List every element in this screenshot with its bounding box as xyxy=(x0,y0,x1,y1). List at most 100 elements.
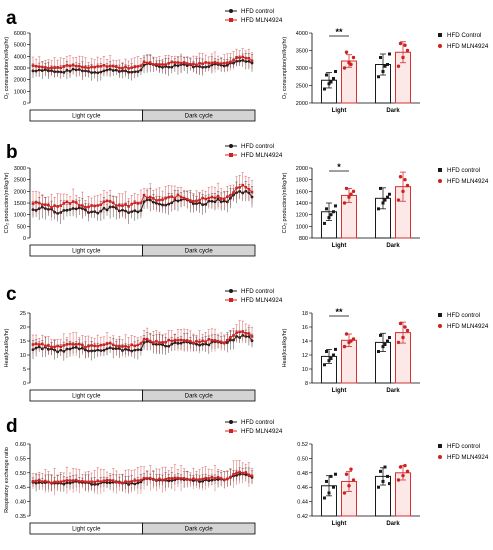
data-point xyxy=(136,210,140,214)
data-point xyxy=(229,60,232,64)
data-point xyxy=(50,206,53,209)
data-point xyxy=(379,56,382,59)
data-point xyxy=(44,203,47,206)
data-point xyxy=(105,342,109,346)
data-point xyxy=(386,63,389,66)
data-point xyxy=(130,480,134,483)
data-point xyxy=(124,480,127,483)
data-point xyxy=(34,64,38,68)
data-point xyxy=(381,201,385,205)
data-point xyxy=(139,201,143,205)
data-point xyxy=(396,478,401,482)
data-point xyxy=(40,65,44,69)
data-point xyxy=(124,344,127,348)
data-point xyxy=(47,66,50,70)
data-point xyxy=(59,204,63,207)
data-point xyxy=(198,478,201,481)
data-point xyxy=(383,198,387,202)
data-point xyxy=(351,478,356,482)
data-point xyxy=(185,478,189,481)
y-tick-label: 1000 xyxy=(14,213,26,219)
data-point xyxy=(332,353,335,357)
data-point xyxy=(388,52,391,56)
data-point xyxy=(244,56,248,60)
y-axis-label: CO₂ production(ml/kg/hr) xyxy=(4,172,10,233)
y-axis-label: CO₂ production(ml/kg/hr) xyxy=(282,172,288,233)
x-category-label: Dark xyxy=(386,108,400,114)
data-point xyxy=(219,477,223,480)
data-point xyxy=(334,204,337,208)
data-point xyxy=(250,474,254,478)
y-axis-label: O₂ consumption(ml/kg/hr) xyxy=(4,37,10,100)
data-point xyxy=(238,330,241,334)
data-point xyxy=(238,186,241,189)
data-point xyxy=(329,80,333,84)
legend-marker xyxy=(229,9,233,13)
data-point xyxy=(139,478,143,482)
data-point xyxy=(170,195,174,198)
data-point xyxy=(201,196,204,200)
data-point xyxy=(133,65,137,69)
data-point xyxy=(198,198,201,202)
data-point xyxy=(323,87,326,91)
data-point xyxy=(99,480,103,483)
y-tick-label: 1800 xyxy=(296,178,308,184)
data-point xyxy=(53,204,56,207)
data-point xyxy=(102,200,106,204)
data-point xyxy=(179,477,183,480)
data-point xyxy=(68,479,72,482)
data-point xyxy=(87,205,90,209)
data-point xyxy=(401,55,405,60)
data-point xyxy=(323,221,326,225)
y-tick-label: 15 xyxy=(20,339,26,345)
data-point xyxy=(351,189,356,194)
data-point xyxy=(40,203,44,206)
data-point xyxy=(329,213,333,217)
data-point xyxy=(332,210,335,214)
data-point xyxy=(222,478,226,482)
data-point xyxy=(31,343,35,346)
data-point xyxy=(40,342,44,346)
data-point xyxy=(145,337,149,341)
data-point xyxy=(71,479,75,482)
data-point xyxy=(176,61,180,64)
data-point xyxy=(142,60,146,64)
data-point xyxy=(136,201,140,205)
x-category-label: Dark xyxy=(386,243,400,249)
data-point xyxy=(77,204,81,207)
data-point xyxy=(96,479,100,483)
data-point xyxy=(204,197,208,201)
data-point xyxy=(151,63,155,66)
data-point xyxy=(189,339,192,343)
data-point xyxy=(250,59,254,63)
panel-label: c xyxy=(6,284,17,305)
data-point xyxy=(114,480,118,484)
data-point xyxy=(87,66,90,70)
data-point xyxy=(244,186,248,189)
data-point xyxy=(232,59,235,62)
data-point xyxy=(349,192,353,196)
data-point xyxy=(344,186,349,191)
y-tick-label: 2500 xyxy=(296,84,308,90)
data-point xyxy=(405,48,410,53)
y-tick-label: 0.42 xyxy=(297,514,308,520)
data-point xyxy=(349,467,353,471)
data-point xyxy=(189,199,192,202)
data-point xyxy=(84,205,87,209)
y-tick-label: 18 xyxy=(302,311,308,317)
data-point xyxy=(401,335,405,340)
data-point xyxy=(195,63,198,67)
legend-entry: HFD control xyxy=(241,143,274,150)
data-point xyxy=(170,60,174,64)
data-point xyxy=(62,344,66,347)
legend-marker xyxy=(229,144,233,148)
y-tick-label: 20 xyxy=(20,325,26,331)
summary-bar-chart-b xyxy=(309,167,442,239)
timecourse-chart-c xyxy=(27,289,256,402)
legend-marker xyxy=(229,18,233,22)
data-point xyxy=(77,64,81,68)
data-point xyxy=(201,339,204,343)
data-point xyxy=(81,65,84,69)
y-tick-label: 1500 xyxy=(14,201,26,207)
legend-marker xyxy=(229,429,233,433)
